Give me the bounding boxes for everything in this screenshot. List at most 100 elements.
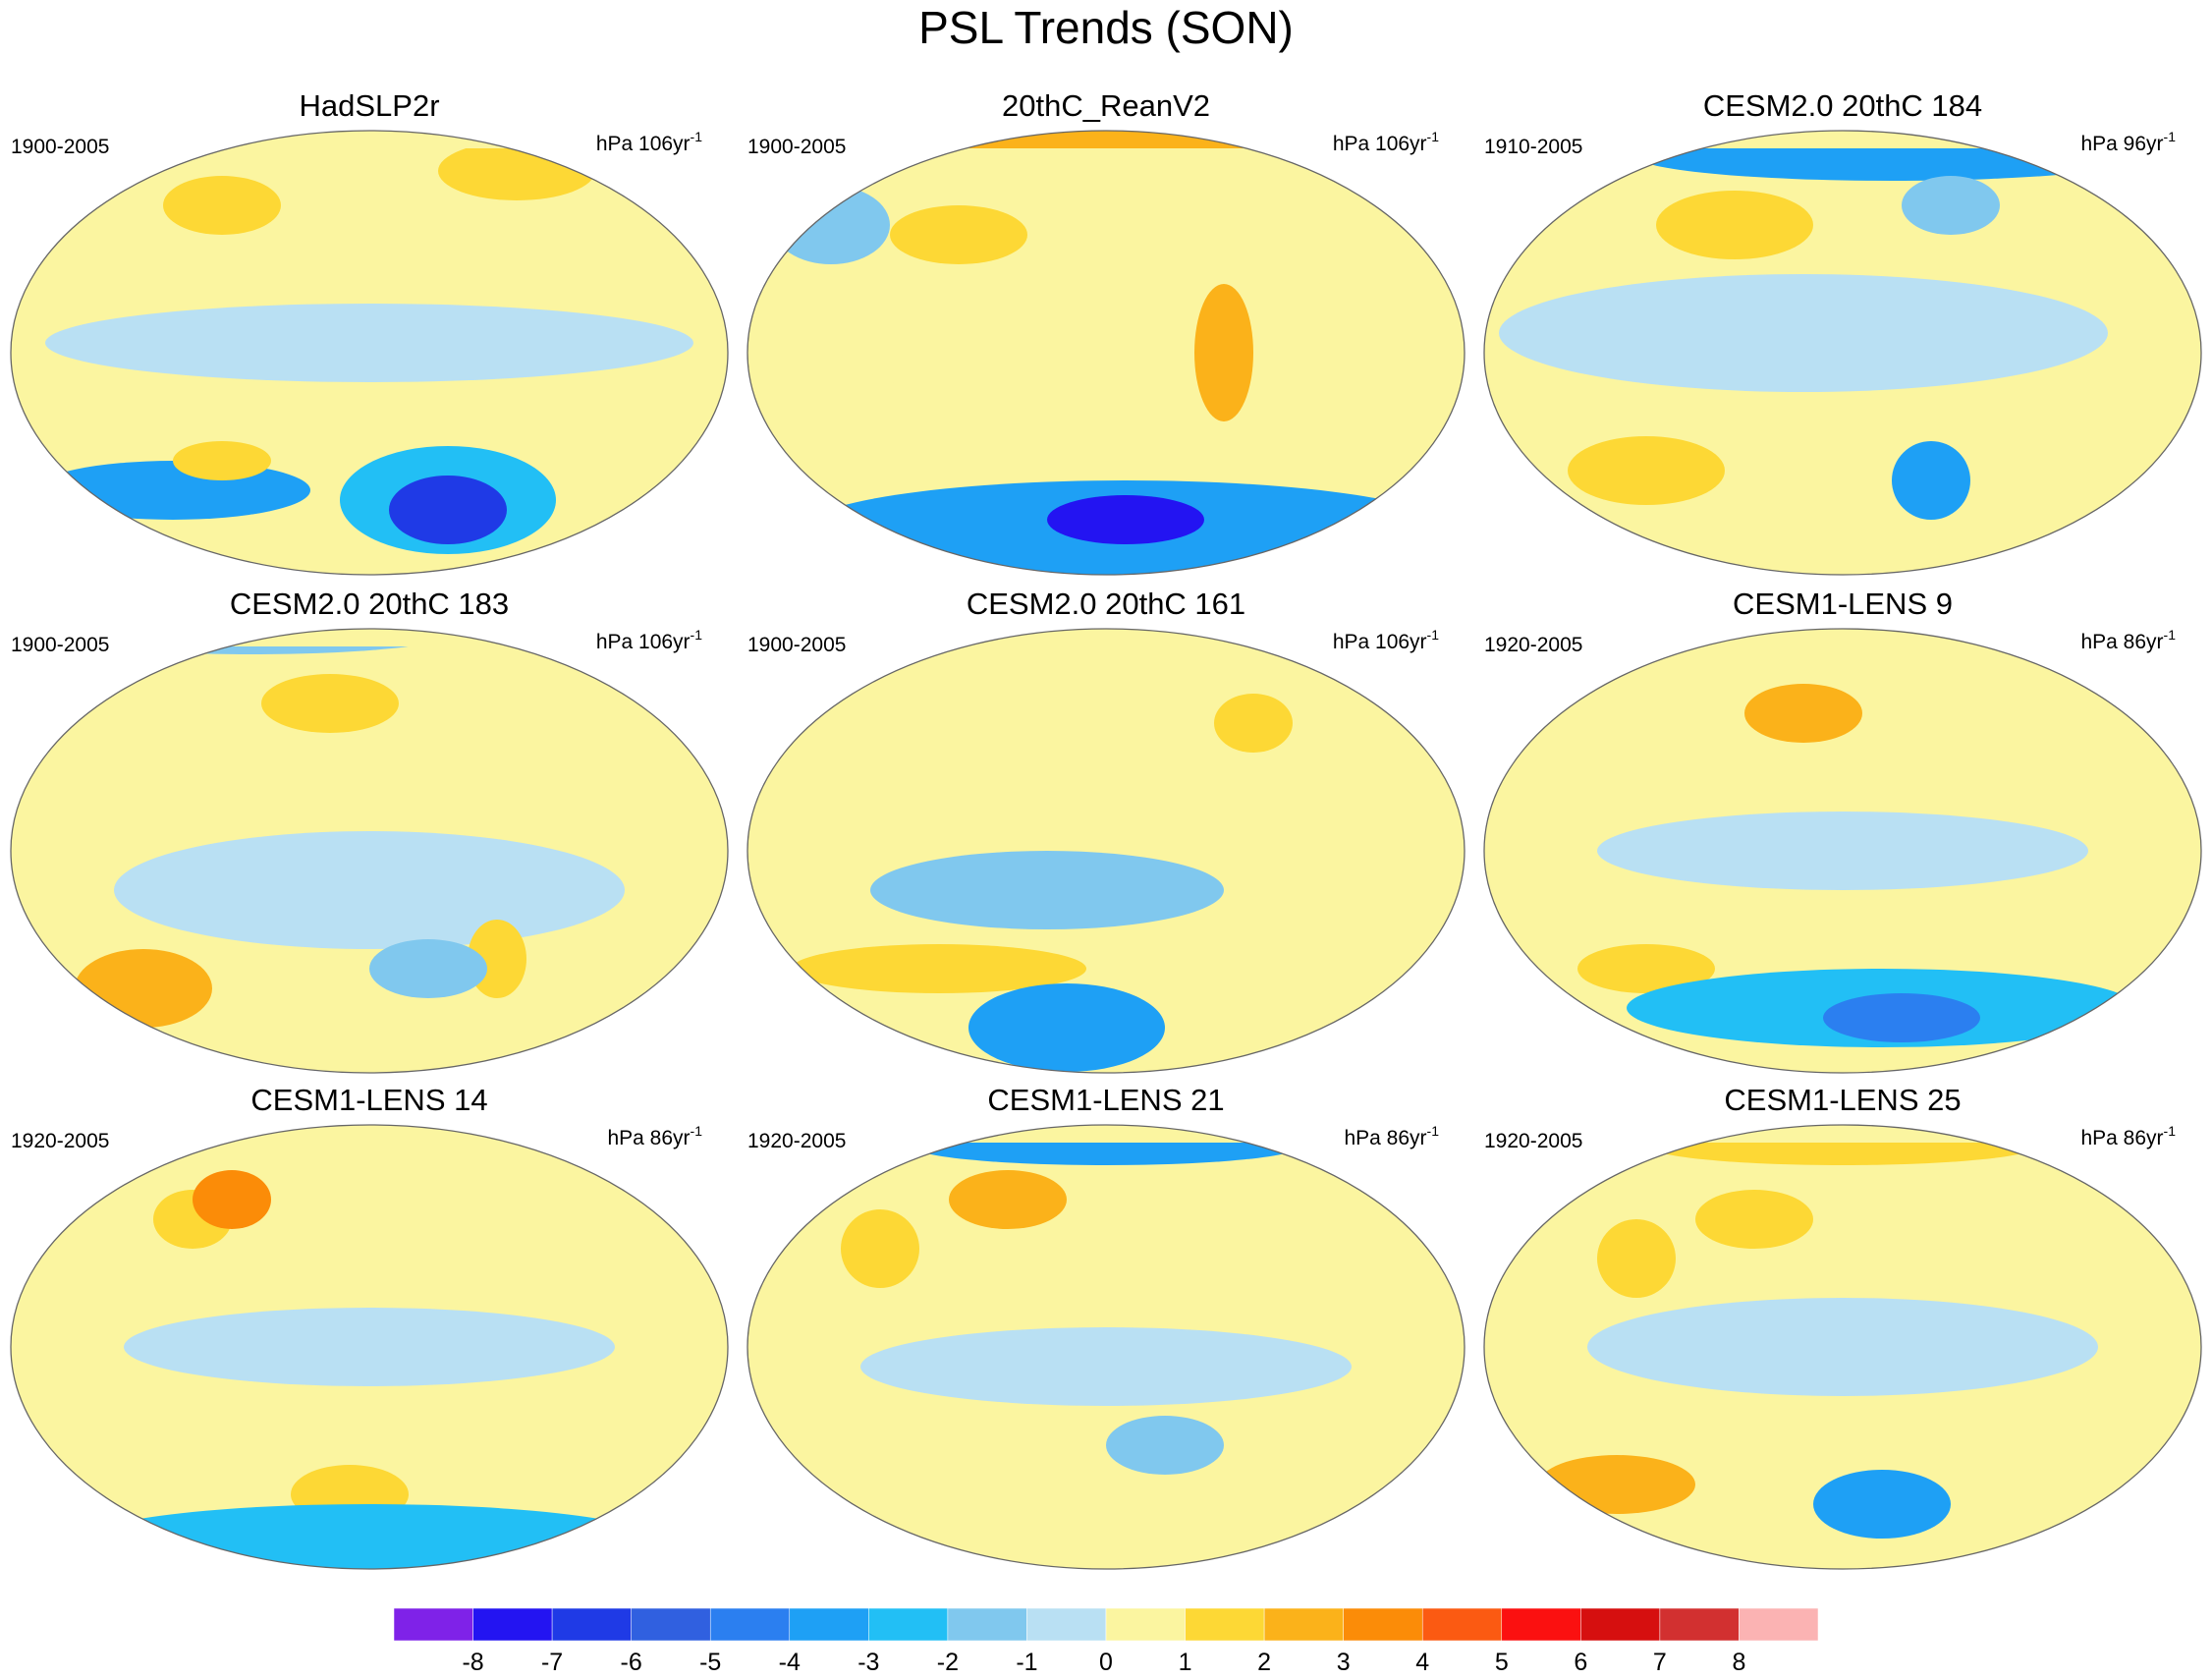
map-outline <box>1483 628 2202 1074</box>
contour-region <box>1568 436 1725 505</box>
map-panel: 20thC_ReanV2 1900-2005 hPa 106yr-1 <box>747 88 1465 576</box>
panel-period: 1920-2005 <box>11 1130 109 1152</box>
panel-units: hPa 86yr-1 <box>607 1123 702 1149</box>
panel-units: hPa 106yr-1 <box>596 129 702 155</box>
colorbar-box <box>472 1607 553 1642</box>
colorbar-box <box>1185 1607 1265 1642</box>
panel-title: 20thC_ReanV2 <box>1002 88 1210 123</box>
map-panel: CESM2.0 20thC 183 1900-2005 hPa 106yr-1 <box>10 587 729 1074</box>
contour-region <box>1823 993 1980 1042</box>
contour-region <box>389 476 507 544</box>
panel-period: 1900-2005 <box>747 634 846 656</box>
map-outline <box>747 130 1465 576</box>
map-field <box>747 629 1465 1073</box>
colorbar-box <box>1105 1607 1186 1642</box>
contour-region <box>1214 694 1293 753</box>
colorbar-label: -1 <box>1016 1649 1037 1676</box>
units-text: hPa 106yr <box>1333 133 1427 155</box>
contour-region <box>261 674 399 733</box>
units-sup: -1 <box>2164 129 2177 144</box>
colorbar-box <box>1501 1607 1581 1642</box>
contour-region <box>1656 191 1813 259</box>
contour-region <box>968 983 1165 1072</box>
colorbar-box <box>868 1607 949 1642</box>
map-panel: CESM1-LENS 25 1920-2005 hPa 86yr-1 <box>1483 1083 2202 1570</box>
colorbar-label: 1 <box>1179 1649 1192 1676</box>
contour-region <box>949 1170 1067 1229</box>
colorbar-label: 7 <box>1653 1649 1667 1676</box>
contour-region <box>193 1170 271 1229</box>
units-text: hPa 86yr <box>2080 631 2163 653</box>
map-field <box>1484 131 2201 575</box>
colorbar: -8 -7 -6 -5 -4 -3 -2 -1 0 1 2 3 4 5 6 7 8 <box>393 1607 1819 1676</box>
panel-units: hPa 86yr-1 <box>1344 1123 1439 1149</box>
contour-region <box>1106 1416 1224 1475</box>
map-field <box>1484 629 2201 1073</box>
units-sup: -1 <box>1427 627 1440 643</box>
contour-region <box>890 205 1027 264</box>
colorbar-box <box>709 1607 791 1642</box>
panel-period: 1900-2005 <box>11 634 109 656</box>
units-sup: -1 <box>2164 627 2177 643</box>
units-sup: -1 <box>2164 1123 2177 1139</box>
contour-region <box>1902 176 2000 235</box>
panel-units: hPa 96yr-1 <box>2080 129 2176 155</box>
units-sup: -1 <box>691 627 703 643</box>
contour-region <box>114 831 625 949</box>
figure-title: PSL Trends (SON) <box>918 2 1294 53</box>
units-text: hPa 86yr <box>1344 1127 1426 1149</box>
colorbar-box <box>1263 1607 1344 1642</box>
panel-title: CESM1-LENS 25 <box>1724 1083 1961 1117</box>
colorbar-label: 2 <box>1257 1649 1271 1676</box>
colorbar-label: 3 <box>1337 1649 1351 1676</box>
colorbar-label: 4 <box>1415 1649 1429 1676</box>
units-text: hPa 106yr <box>596 133 691 155</box>
panel-title: CESM2.0 20thC 161 <box>967 587 1245 621</box>
units-text: hPa 86yr <box>607 1127 690 1149</box>
contour-region <box>792 944 1086 993</box>
colorbar-box <box>1343 1607 1423 1642</box>
panel-units: hPa 86yr-1 <box>2080 627 2176 653</box>
panel-title: CESM1-LENS 9 <box>1733 587 1953 621</box>
contour-region <box>831 254 1381 412</box>
contour-region <box>1744 684 1862 743</box>
map-panel: CESM1-LENS 9 1920-2005 hPa 86yr-1 <box>1483 587 2202 1074</box>
contour-region <box>1047 495 1204 544</box>
contour-region <box>1695 1190 1813 1249</box>
contour-region <box>870 851 1224 929</box>
units-text: hPa 106yr <box>1333 631 1427 653</box>
map-field <box>1484 1125 2201 1569</box>
map-panel: CESM2.0 20thC 161 1900-2005 hPa 106yr-1 <box>747 587 1465 1074</box>
panel-title: CESM1-LENS 21 <box>987 1083 1224 1117</box>
panel-title: CESM2.0 20thC 184 <box>1703 88 1982 123</box>
map-outline <box>747 1124 1465 1570</box>
contour-region <box>841 1209 919 1288</box>
colorbar-label: -4 <box>779 1649 801 1676</box>
map-outline <box>1483 1124 2202 1570</box>
units-text: hPa 106yr <box>596 631 691 653</box>
contour-region <box>1813 1470 1951 1539</box>
colorbar-label: 8 <box>1732 1649 1745 1676</box>
colorbar-label: -6 <box>621 1649 642 1676</box>
panel-period: 1920-2005 <box>747 1130 846 1152</box>
map-panel: CESM1-LENS 14 1920-2005 hPa 86yr-1 <box>10 1083 729 1570</box>
panel-period: 1910-2005 <box>1484 136 1582 158</box>
colorbar-label: 5 <box>1495 1649 1509 1676</box>
colorbar-box <box>789 1607 869 1642</box>
contour-region <box>163 176 281 235</box>
colorbar-label: -5 <box>699 1649 721 1676</box>
contour-region <box>75 1504 664 1569</box>
units-text: hPa 86yr <box>2080 1127 2163 1149</box>
colorbar-label: 6 <box>1574 1649 1587 1676</box>
map-field <box>11 629 728 1073</box>
map-outline <box>747 628 1465 1074</box>
map-outline <box>1483 130 2202 576</box>
colorbar-box <box>1739 1607 1819 1642</box>
contour-region <box>1587 1298 2098 1396</box>
contour-region <box>1194 284 1253 421</box>
contour-region <box>910 654 1302 733</box>
units-sup: -1 <box>691 129 703 144</box>
colorbar-box <box>1026 1607 1107 1642</box>
units-text: hPa 96yr <box>2080 133 2163 155</box>
